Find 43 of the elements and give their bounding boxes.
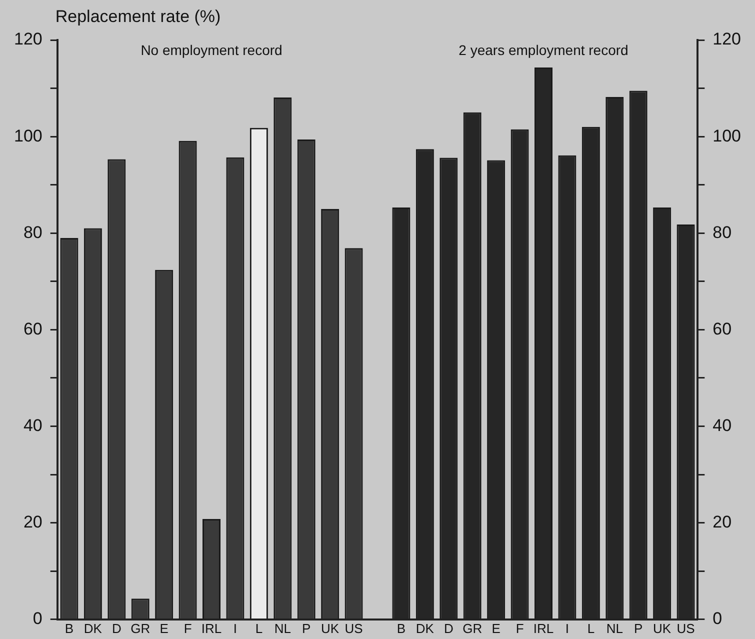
y-axis-title: Replacement rate (%) xyxy=(55,7,221,26)
x-tick-label: NL xyxy=(274,620,291,636)
y2-tick-label: 40 xyxy=(712,416,732,435)
y2-tick-label: 80 xyxy=(712,222,732,242)
x-tick-label: IRL xyxy=(201,620,222,636)
x-tick-label: D xyxy=(444,620,454,636)
x-tick-label: E xyxy=(492,620,501,636)
x-tick-label: GR xyxy=(130,620,150,636)
x-tick-label: I xyxy=(565,620,570,636)
x-tick-label: US xyxy=(344,620,364,636)
x-tick-label: IRL xyxy=(533,620,554,636)
y2-tick-label: 100 xyxy=(712,126,742,146)
x-tick-label: UK xyxy=(321,620,340,636)
x-tick-label: I xyxy=(233,620,238,636)
y-tick-label: 60 xyxy=(23,319,42,338)
x-tick-label: P xyxy=(634,620,643,636)
x-tick-label: UK xyxy=(653,620,672,636)
x-tick-label: F xyxy=(516,620,524,636)
x-tick-label: NL xyxy=(606,620,623,636)
x-tick-label: DK xyxy=(416,620,434,636)
x-tick-label: US xyxy=(676,620,696,636)
x-tick-label: B xyxy=(64,620,74,636)
x-tick-label: P xyxy=(302,620,311,636)
y-tick-label: 120 xyxy=(14,30,42,49)
x-tick-label: B xyxy=(396,620,406,636)
x-tick-label: F xyxy=(184,620,192,636)
x-tick-label: GR xyxy=(462,620,482,636)
y-tick-label: 40 xyxy=(23,416,42,435)
y-tick-label: 20 xyxy=(23,512,42,532)
x-tick-label: L xyxy=(587,620,595,636)
y-tick-label: 80 xyxy=(23,222,42,242)
y2-tick-label: 60 xyxy=(712,319,732,338)
y-tick-label: 100 xyxy=(14,126,42,146)
annotation: 2 years employment record xyxy=(458,42,628,58)
y2-tick-label: 0 xyxy=(712,609,722,628)
y2-tick-label: 120 xyxy=(712,30,742,49)
y-tick-label: 0 xyxy=(32,609,42,628)
y2-tick-label: 20 xyxy=(712,512,732,532)
x-tick-label: E xyxy=(160,620,169,636)
annotation: No employment record xyxy=(140,42,282,58)
x-tick-label: D xyxy=(112,620,122,636)
x-tick-label: L xyxy=(255,620,263,636)
x-tick-label: DK xyxy=(84,620,102,636)
